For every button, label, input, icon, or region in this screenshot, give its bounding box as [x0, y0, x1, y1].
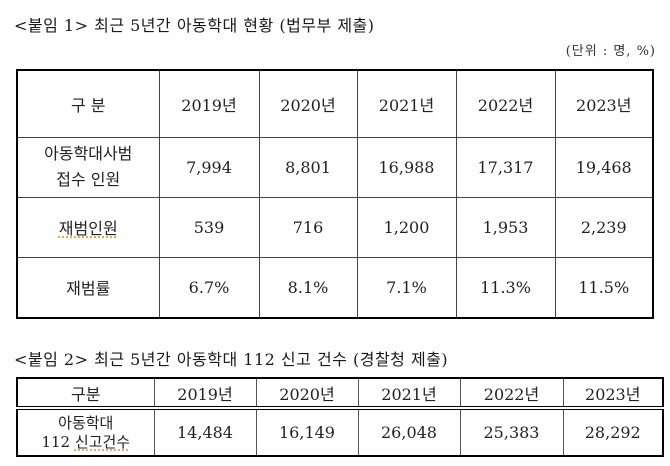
- cell-2022: 11.3%: [455, 256, 556, 319]
- cell-2019: 7,994: [158, 136, 260, 198]
- cell-2022: 25,383: [459, 407, 564, 457]
- cell-2019: 6.7%: [158, 256, 260, 319]
- header-2023: 2023년: [562, 377, 664, 410]
- table2-header-row: 구분 2019년 2020년 2021년 2022년 2023년: [16, 377, 664, 410]
- row-label: 아동학대 112 신고건수: [16, 407, 155, 457]
- cell-2020: 716: [258, 196, 358, 258]
- row-label: 재범률: [16, 256, 160, 319]
- table-row-112-reports: 아동학대 112 신고건수 14,484 16,149 26,048 25,38…: [16, 407, 664, 457]
- cell-2019: 539: [158, 196, 260, 258]
- table1-caption: <붙임 1> 최근 5년간 아동학대 현황 (법무부 제출): [14, 16, 375, 35]
- header-category: 구분: [16, 377, 155, 410]
- cell-2019: 14,484: [153, 407, 257, 457]
- header-2022: 2022년: [459, 377, 564, 410]
- cell-2023: 11.5%: [554, 256, 654, 319]
- table1-unit-note: (단위 : 명, %): [565, 44, 656, 59]
- child-abuse-112-reports-table: 구분 2019년 2020년 2021년 2022년 2023년 아동학대 11…: [16, 377, 664, 457]
- table1-header-row: 구 분 2019년 2020년 2021년 2022년 2023년: [16, 69, 654, 138]
- table2-caption: <붙임 2> 최근 5년간 아동학대 112 신고 건수 (경찰청 제출): [14, 350, 449, 369]
- header-2020: 2020년: [258, 69, 358, 138]
- cell-2023: 19,468: [554, 136, 654, 198]
- header-2019: 2019년: [158, 69, 260, 138]
- cell-2020: 16,149: [255, 407, 359, 457]
- cell-2021: 7.1%: [356, 256, 457, 319]
- header-2022: 2022년: [455, 69, 556, 138]
- cell-2023: 28,292: [562, 407, 664, 457]
- cell-2020: 8,801: [258, 136, 358, 198]
- table-row-reoffenders: 재범인원 539 716 1,200 1,953 2,239: [16, 196, 654, 258]
- header-2021: 2021년: [357, 377, 461, 410]
- table-row-offenders-received: 아동학대사범 접수 인원 7,994 8,801 16,988 17,317 1…: [16, 136, 654, 198]
- cell-2020: 8.1%: [258, 256, 358, 319]
- cell-2021: 1,200: [356, 196, 457, 258]
- header-2023: 2023년: [554, 69, 654, 138]
- row-label: 아동학대사범 접수 인원: [16, 136, 160, 198]
- cell-2021: 16,988: [356, 136, 457, 198]
- header-2021: 2021년: [356, 69, 457, 138]
- header-2019: 2019년: [153, 377, 257, 410]
- cell-2022: 1,953: [455, 196, 556, 258]
- cell-2023: 2,239: [554, 196, 654, 258]
- header-2020: 2020년: [255, 377, 359, 410]
- table-row-reoffense-rate: 재범률 6.7% 8.1% 7.1% 11.3% 11.5%: [16, 256, 654, 319]
- cell-2022: 17,317: [455, 136, 556, 198]
- child-abuse-status-table: 구 분 2019년 2020년 2021년 2022년 2023년 아동학대사범…: [16, 69, 654, 319]
- row-label: 재범인원: [16, 196, 160, 258]
- header-category: 구 분: [16, 69, 160, 138]
- cell-2021: 26,048: [357, 407, 461, 457]
